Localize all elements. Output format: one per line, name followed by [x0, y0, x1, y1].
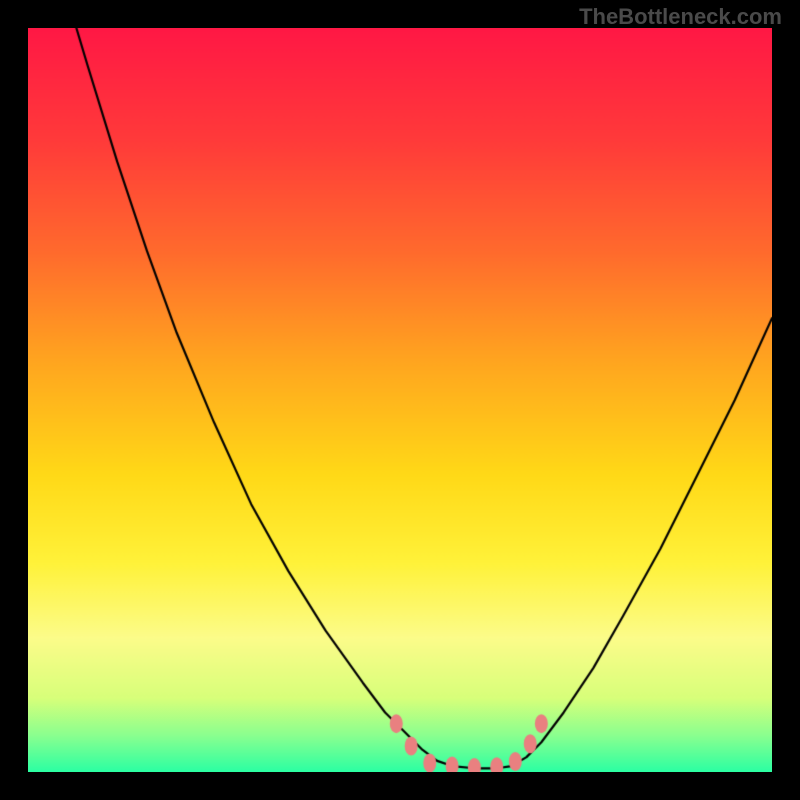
plot-area: [28, 28, 772, 772]
chart-stage: TheBottleneck.com: [0, 0, 800, 800]
bottleneck-curve-chart: [28, 28, 772, 772]
watermark-label: TheBottleneck.com: [579, 4, 782, 30]
